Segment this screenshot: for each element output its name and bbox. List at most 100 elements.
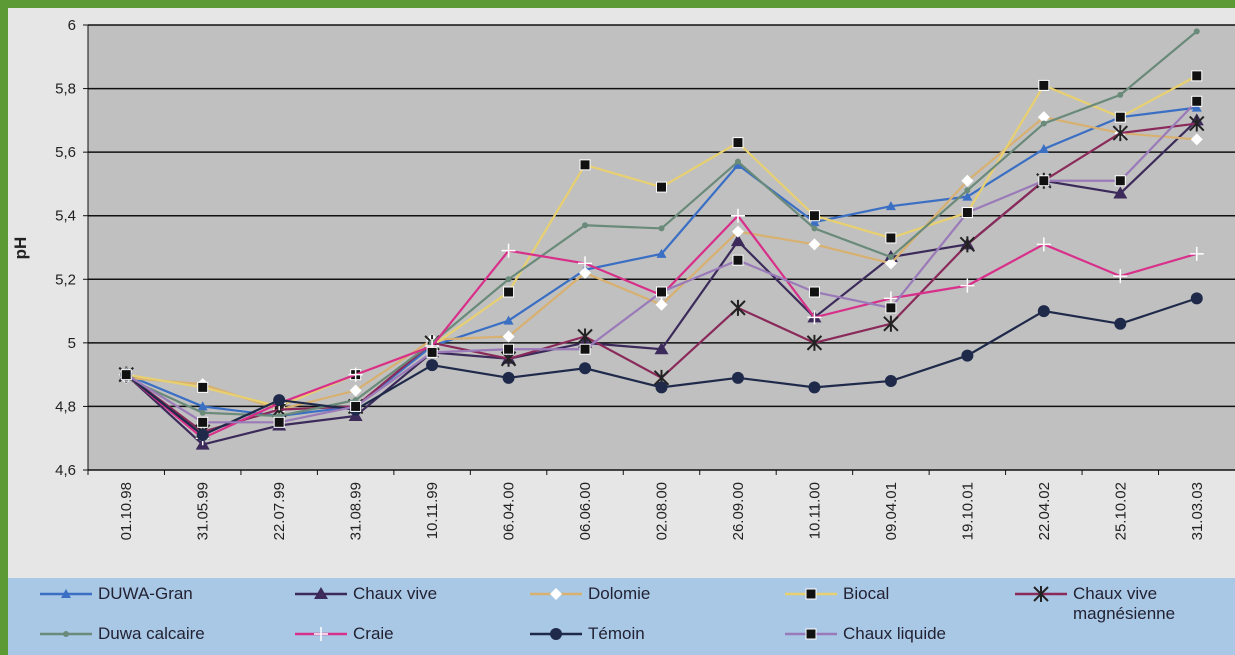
marker (1190, 292, 1203, 305)
legend-label: Craie (353, 624, 394, 643)
marker (426, 346, 438, 358)
x-tick-label: 02.08.00 (654, 482, 671, 540)
marker (550, 588, 562, 600)
marker (959, 236, 976, 253)
legend: DUWA-Gran Chaux vive Dolomie Biocal Chaux vi… (8, 578, 1235, 655)
marker (731, 371, 744, 384)
x-tick-label: 31.05.99 (195, 482, 212, 540)
marker (348, 367, 363, 382)
marker (273, 394, 286, 407)
marker (885, 302, 897, 314)
x-tick-label: 22.07.99 (271, 482, 288, 540)
marker (503, 286, 515, 298)
legend-item: DUWA-Gran (38, 584, 193, 604)
marker (578, 256, 593, 271)
marker (1040, 120, 1047, 127)
marker (808, 210, 820, 222)
legend-item: Craie (293, 624, 394, 644)
marker (196, 429, 209, 442)
legend-item: Dolomie (528, 584, 650, 604)
marker (1114, 317, 1127, 330)
y-tick-label: 4,8 (55, 398, 76, 415)
legend-label: Chaux vive magnésienne (1073, 584, 1176, 623)
marker (730, 208, 745, 223)
legend-item: Chaux vive (293, 584, 437, 604)
marker (805, 628, 817, 640)
marker (1038, 79, 1050, 91)
marker (655, 298, 668, 311)
legend-swatch (785, 628, 837, 640)
marker (808, 238, 821, 251)
legend-swatch (530, 628, 582, 640)
legend-swatch (295, 627, 347, 641)
legend-swatch (530, 588, 582, 600)
marker (887, 254, 894, 261)
marker (1113, 186, 1128, 199)
y-tick-label: 5 (68, 335, 76, 352)
x-tick-label: 10.11.00 (806, 482, 823, 539)
legend-swatch (1015, 586, 1067, 602)
legend-swatch (295, 587, 347, 599)
marker (1036, 237, 1051, 252)
legend-swatch (785, 588, 837, 600)
marker (314, 627, 328, 641)
marker (805, 588, 817, 600)
marker (503, 343, 515, 355)
x-tick-label: 26.09.00 (730, 482, 747, 540)
legend-swatch (40, 589, 92, 598)
marker (806, 334, 823, 351)
marker (1191, 70, 1203, 82)
marker (350, 400, 362, 412)
y-tick-label: 6 (68, 17, 76, 34)
marker (732, 254, 744, 266)
marker (1112, 125, 1129, 142)
series (120, 292, 1203, 442)
marker (731, 225, 744, 238)
marker (655, 381, 668, 394)
marker (120, 369, 132, 381)
marker (885, 232, 897, 244)
legend-item: Chaux liquide (783, 624, 946, 644)
legend-label: Témoin (588, 624, 645, 643)
marker (1033, 586, 1049, 602)
marker (730, 234, 745, 247)
marker (1038, 143, 1049, 153)
marker (808, 286, 820, 298)
y-tick-label: 5,4 (55, 208, 76, 225)
legend-label: Dolomie (588, 584, 651, 603)
marker (734, 158, 741, 165)
legend-item: Duwa calcaire (38, 624, 205, 644)
legend-label: DUWA-Gran (98, 584, 193, 603)
marker (502, 330, 515, 343)
x-tick-label: 25.10.02 (1112, 482, 1129, 540)
marker (197, 381, 209, 393)
legend-item: Chaux vive magnésienne (1013, 584, 1235, 624)
legend-item: Biocal (783, 584, 889, 604)
marker (1037, 111, 1050, 124)
marker (808, 381, 821, 394)
x-tick-label: 22.04.02 (1036, 482, 1053, 540)
marker (1189, 246, 1204, 261)
marker (1190, 133, 1203, 146)
marker (1191, 102, 1202, 112)
y-axis-label: pH (11, 237, 30, 260)
y-tick-label: 5,8 (55, 81, 76, 98)
marker (502, 371, 515, 384)
x-tick-label: 06.06.00 (577, 482, 594, 540)
legend-label: Biocal (843, 584, 890, 603)
marker (807, 310, 822, 325)
marker (197, 401, 208, 411)
x-tick-label: 09.04.01 (883, 482, 900, 540)
marker (656, 181, 667, 193)
marker (811, 225, 818, 232)
y-tick-label: 5,6 (55, 144, 76, 161)
marker (63, 631, 69, 637)
marker (658, 225, 665, 232)
marker (501, 243, 516, 258)
marker (577, 328, 593, 345)
series (120, 95, 1203, 428)
marker (964, 187, 971, 194)
marker (1114, 111, 1126, 123)
x-tick-label: 19.10.01 (959, 482, 976, 540)
